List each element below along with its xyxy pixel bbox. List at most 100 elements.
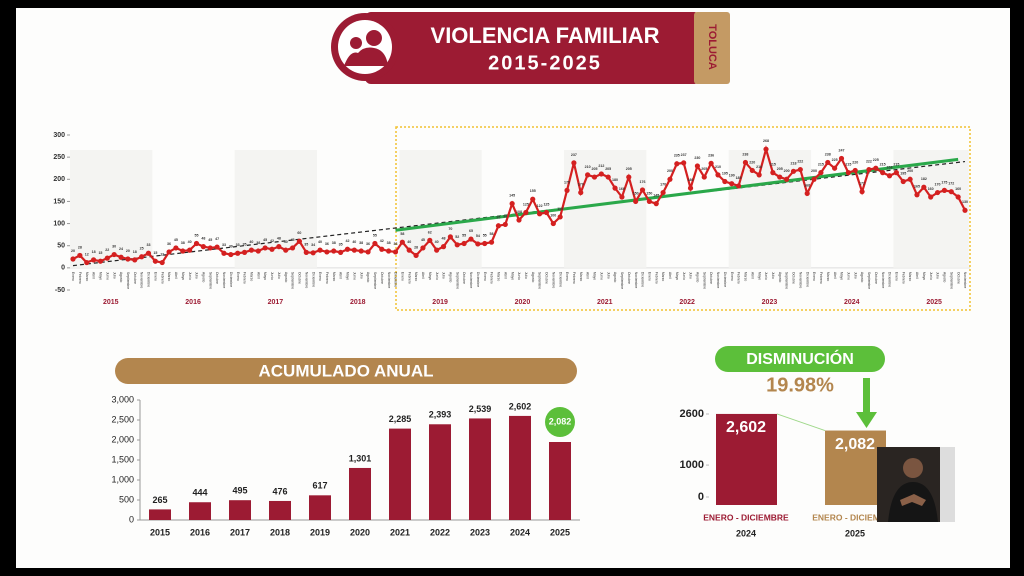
- point: [845, 170, 851, 176]
- x-tick-label: Enero: [400, 272, 404, 281]
- data-label: 200: [811, 169, 817, 173]
- x-tick-label: Enero: [483, 272, 487, 281]
- point: [900, 178, 906, 185]
- point: [324, 249, 330, 255]
- data-label: 180: [688, 178, 694, 182]
- point: [488, 239, 495, 245]
- x-tick-label: 2023: [470, 527, 490, 537]
- data-label: 195: [722, 171, 728, 175]
- point: [825, 159, 831, 166]
- x-tick-label: Mayo: [99, 272, 103, 280]
- point: [310, 250, 316, 256]
- x-tick-label: Agosto: [119, 272, 123, 283]
- data-label: 60: [297, 231, 301, 235]
- year-label: 2024: [736, 528, 756, 538]
- point: [166, 249, 172, 255]
- point: [873, 165, 879, 171]
- x-tick-label: Febrero: [490, 272, 494, 284]
- data-label: 170: [660, 183, 666, 187]
- data-label: 28: [78, 245, 82, 249]
- x-tick-label: Mayo: [757, 272, 761, 280]
- data-label: 115: [557, 207, 563, 211]
- point: [914, 192, 920, 198]
- data-label: 125: [523, 202, 529, 206]
- data-label: 130: [962, 200, 968, 204]
- y-tick-label: 200: [53, 176, 65, 183]
- x-tick-label: Julio: [606, 272, 610, 279]
- point: [578, 189, 584, 196]
- data-label: 40: [249, 240, 253, 244]
- point: [591, 174, 598, 180]
- x-tick-label: ENERO - DICIEMBRE: [812, 512, 898, 522]
- point: [221, 250, 227, 256]
- point: [790, 168, 797, 174]
- x-tick-label: Septiembre: [373, 272, 377, 289]
- point: [886, 173, 893, 179]
- point: [543, 209, 550, 216]
- point: [461, 240, 467, 247]
- data-label: 55: [483, 233, 487, 237]
- data-label: 18: [133, 250, 137, 254]
- x-tick-label: Septiembre: [126, 272, 130, 289]
- point: [770, 170, 776, 176]
- data-label: 185: [736, 176, 742, 180]
- x-tick-label: Octubre: [709, 272, 713, 284]
- point: [84, 259, 90, 266]
- data-label: 108: [516, 210, 522, 214]
- x-tick-label: Octubre: [298, 272, 302, 284]
- data-label: 45: [174, 238, 178, 242]
- x-tick-label: Febrero: [901, 272, 905, 284]
- x-tick-label: Marzo: [744, 272, 748, 282]
- x-tick-label: Agosto: [860, 272, 864, 283]
- x-tick-label: Febrero: [160, 272, 164, 284]
- point: [763, 146, 769, 152]
- data-label: 95: [496, 216, 500, 220]
- x-tick-label: Agosto: [696, 272, 700, 283]
- data-label: 47: [215, 237, 219, 241]
- data-label: 175: [564, 180, 570, 184]
- data-label: 58: [490, 232, 494, 236]
- point: [550, 220, 556, 227]
- data-label: 40: [407, 240, 411, 244]
- x-tick-label: Febrero: [819, 272, 823, 284]
- bar: [229, 500, 251, 520]
- data-label: 145: [509, 194, 515, 198]
- data-label: 236: [708, 153, 714, 157]
- x-tick-label: Diciembre: [476, 272, 480, 287]
- x-tick-label: Septiembre: [949, 272, 953, 289]
- x-tick-label: Mayo: [675, 272, 679, 280]
- point: [715, 172, 721, 178]
- x-tick-label: Octubre: [545, 272, 549, 284]
- x-tick-label: Septiembre: [291, 272, 295, 289]
- point: [427, 237, 433, 243]
- x-tick-label: Agosto: [613, 272, 617, 283]
- point: [818, 170, 824, 176]
- bar: [309, 495, 331, 520]
- data-label: 40: [318, 240, 322, 244]
- data-label: 182: [921, 177, 927, 181]
- data-label: 62: [428, 230, 432, 234]
- point: [646, 198, 652, 205]
- data-label: 25: [140, 247, 144, 251]
- data-label: 55: [195, 233, 199, 237]
- x-tick-label: Abril: [92, 272, 96, 279]
- year-label: 2023: [762, 299, 778, 306]
- data-label: 172: [948, 182, 954, 186]
- point: [585, 172, 591, 178]
- x-tick-label: Mayo: [428, 272, 432, 280]
- x-tick-label: Marzo: [167, 272, 171, 282]
- point: [145, 250, 152, 256]
- x-tick-label: Febrero: [407, 272, 411, 284]
- data-label: 2,539: [469, 404, 492, 414]
- point: [399, 239, 405, 245]
- point: [694, 163, 701, 169]
- x-tick-label: Agosto: [531, 272, 535, 283]
- data-label: 38: [332, 241, 336, 245]
- person-hands: [900, 494, 926, 506]
- x-tick-label: Julio: [359, 272, 363, 279]
- data-label: 38: [256, 241, 260, 245]
- data-label: 36: [366, 242, 370, 246]
- x-tick-label: Febrero: [78, 272, 82, 284]
- point: [70, 256, 76, 262]
- x-tick-label: Marzo: [497, 272, 501, 282]
